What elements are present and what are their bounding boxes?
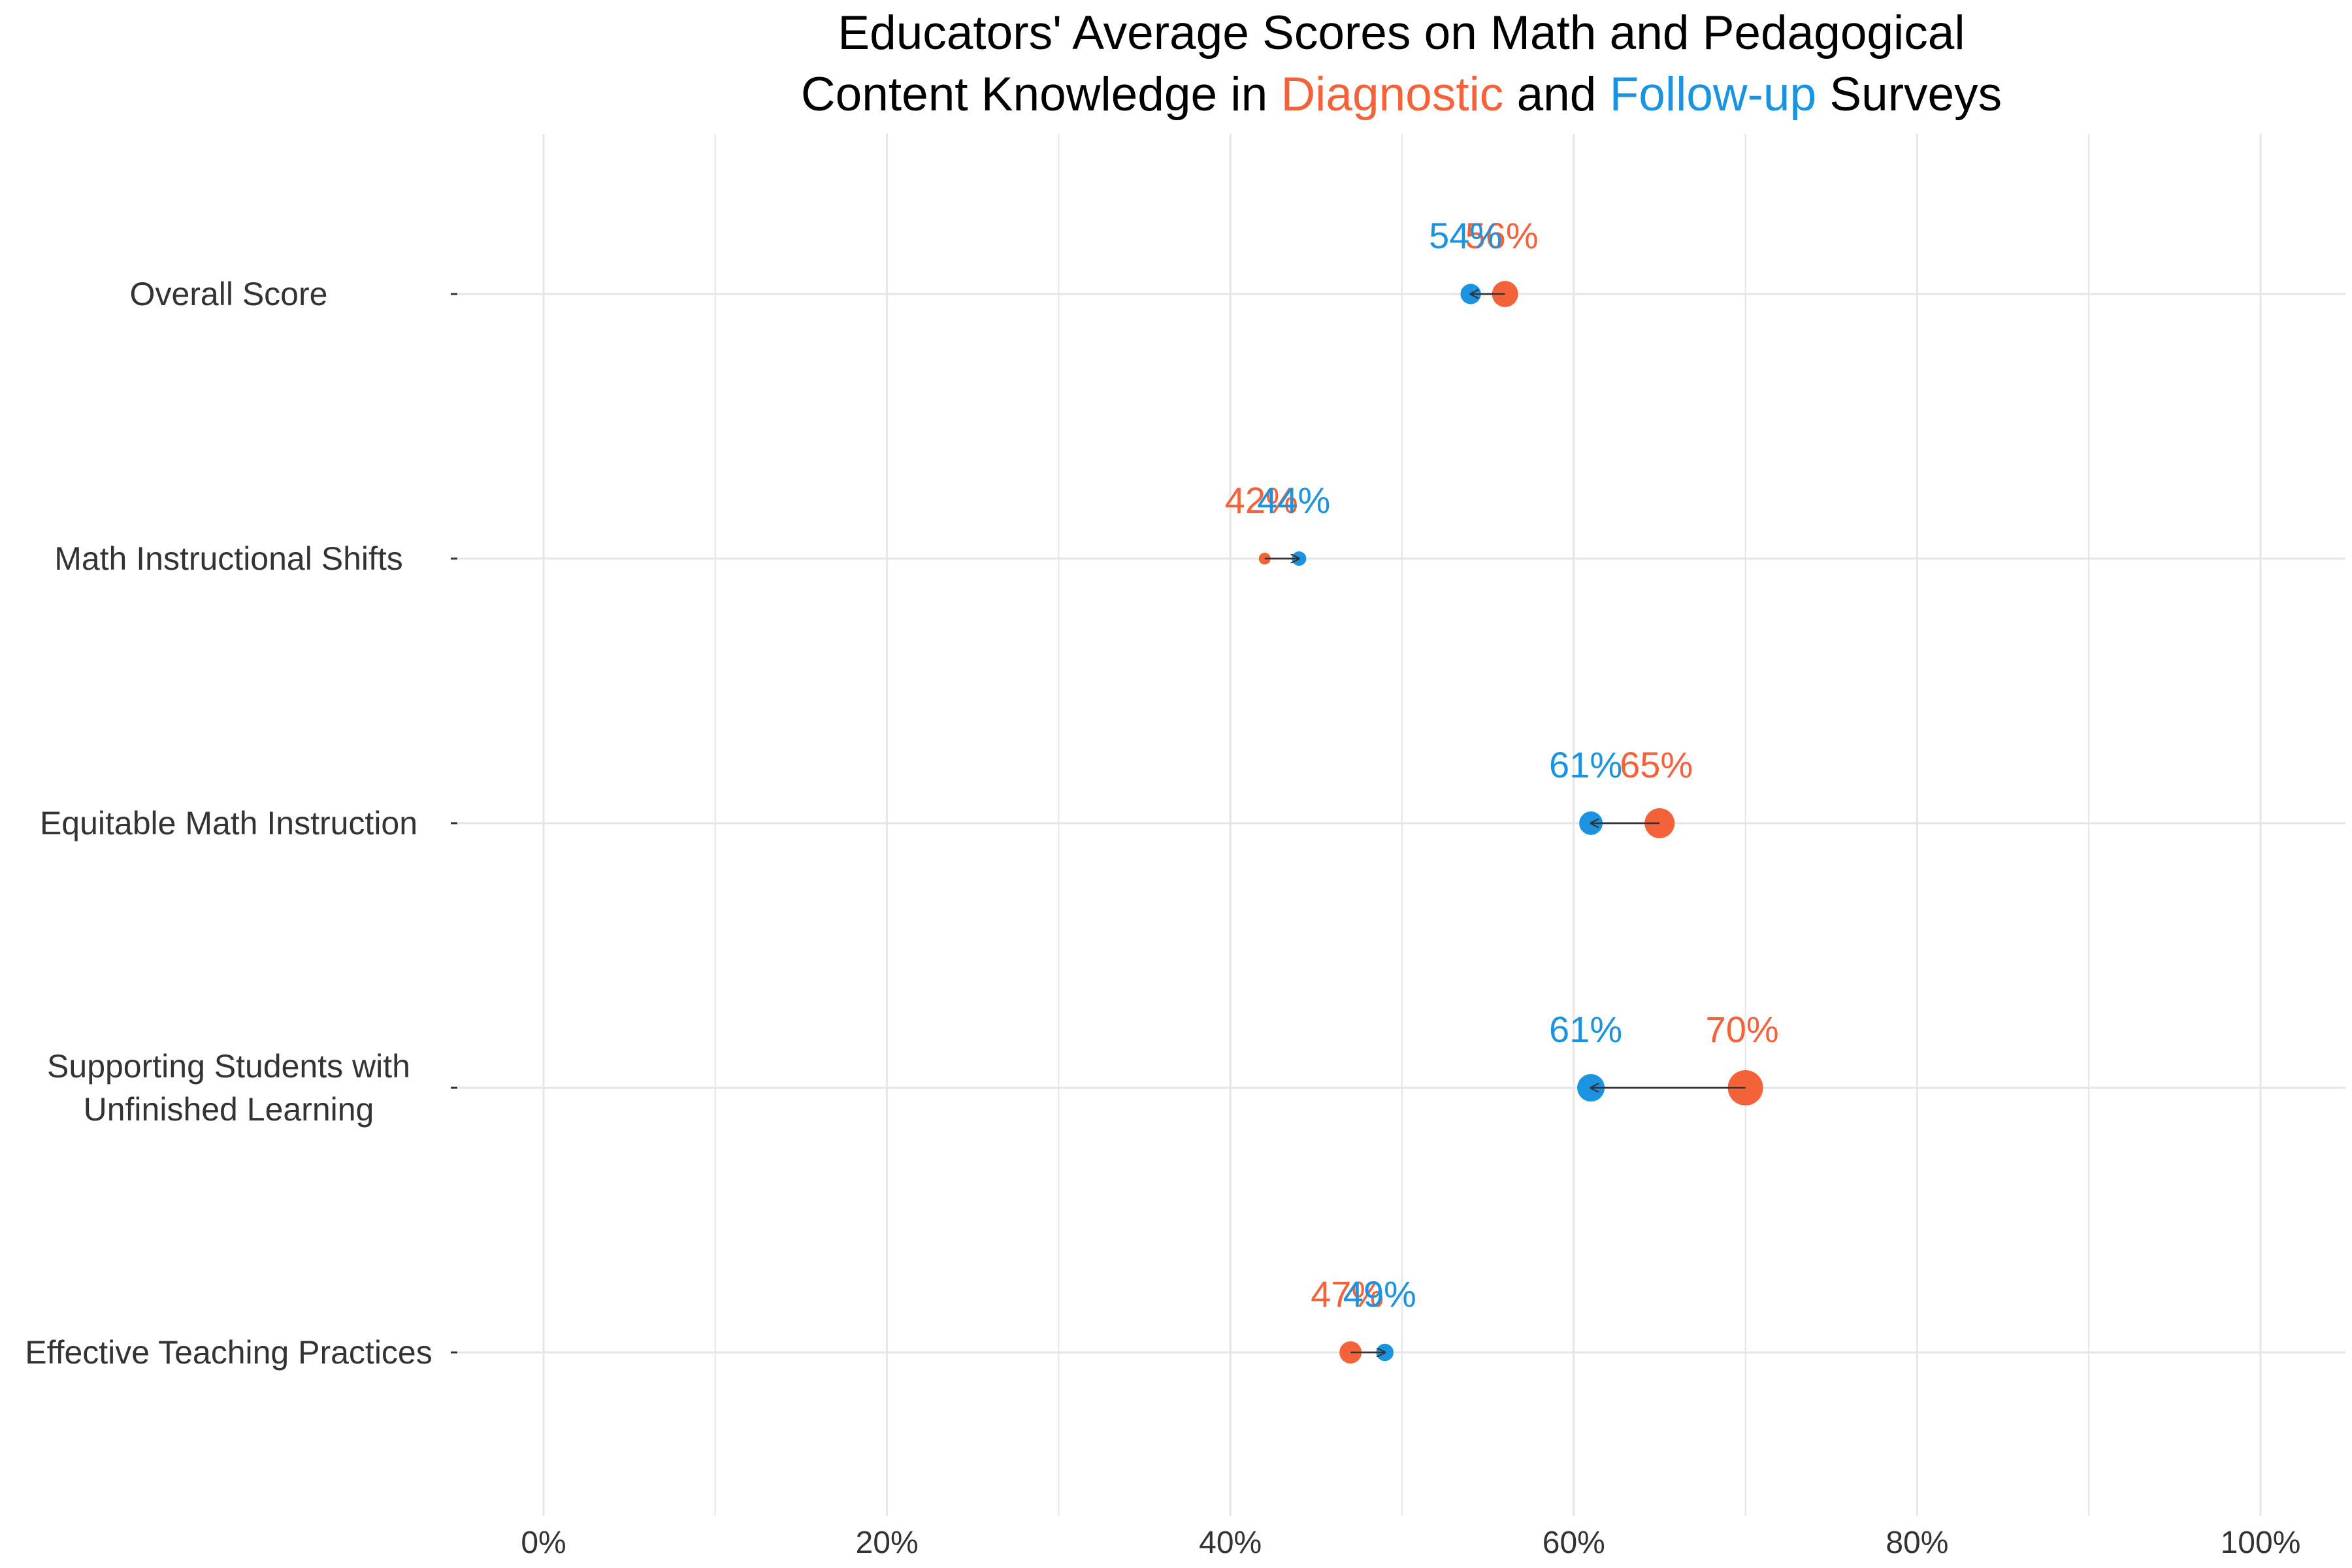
- title-text: and: [1503, 68, 1610, 121]
- title-text: Surveys: [1816, 68, 2002, 121]
- x-tick-label: 0%: [521, 1526, 566, 1560]
- chart-title-line: Content Knowledge in Diagnostic and Foll…: [457, 64, 2345, 125]
- title-text: Educators' Average Scores on Math and Pe…: [838, 7, 1965, 59]
- chart-title-line: Educators' Average Scores on Math and Pe…: [457, 3, 2345, 64]
- diagnostic-value-label: 47%: [1311, 1273, 1384, 1315]
- diagnostic-value-label: 70%: [1706, 1009, 1779, 1050]
- title-followup-word: Follow-up: [1609, 68, 1817, 121]
- followup-value-label: 61%: [1549, 1009, 1622, 1050]
- followup-value-label: 61%: [1549, 744, 1622, 785]
- title-diagnostic-word: Diagnostic: [1281, 68, 1504, 121]
- category-label: Overall Score: [130, 276, 328, 312]
- x-tick-label: 80%: [1886, 1526, 1948, 1560]
- followup-value-label: 44%: [1257, 480, 1330, 521]
- category-label: Supporting Students with: [47, 1048, 410, 1085]
- category-label: Math Instructional Shifts: [54, 540, 403, 577]
- x-tick-label: 40%: [1199, 1526, 1262, 1560]
- followup-value-label: 49%: [1343, 1273, 1416, 1315]
- category-label: Equitable Math Instruction: [40, 805, 417, 841]
- title-text: Content Knowledge in: [800, 68, 1281, 121]
- diagnostic-value-label: 56%: [1465, 215, 1539, 256]
- diagnostic-value-label: 65%: [1620, 744, 1693, 785]
- followup-value-label: 54%: [1429, 215, 1502, 256]
- x-tick-label: 100%: [2221, 1526, 2301, 1560]
- category-label: Unfinished Learning: [84, 1091, 374, 1128]
- x-tick-label: 60%: [1543, 1526, 1605, 1560]
- diagnostic-value-label: 42%: [1225, 480, 1298, 521]
- x-tick-label: 20%: [856, 1526, 919, 1560]
- category-label: Effective Teaching Practices: [25, 1334, 433, 1371]
- chart-title: Educators' Average Scores on Math and Pe…: [457, 0, 2345, 125]
